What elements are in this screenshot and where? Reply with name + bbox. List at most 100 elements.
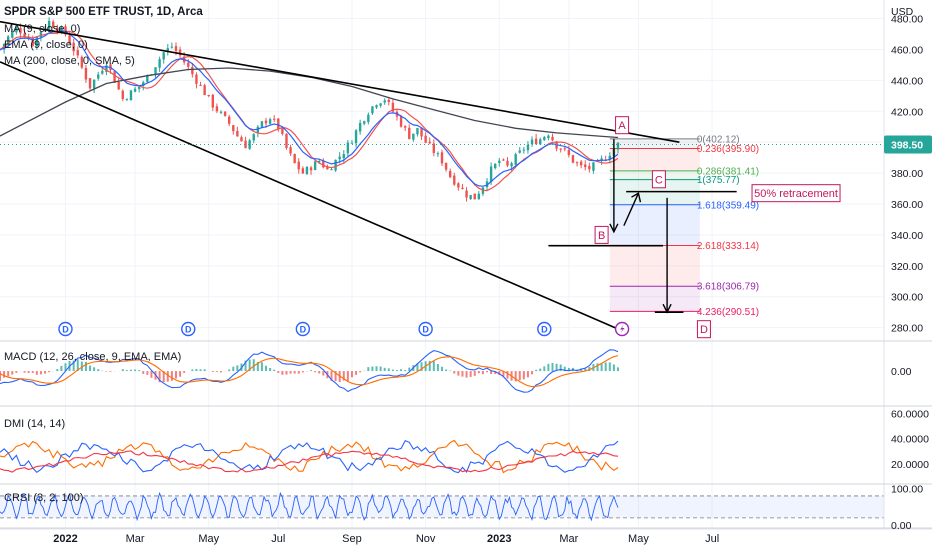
trendline[interactable] [0, 22, 679, 143]
wave-label: C [655, 174, 663, 186]
candle-body [338, 157, 340, 160]
macd-histogram-bar [220, 371, 222, 372]
macd-histogram-bar [453, 371, 455, 373]
candle-body [285, 134, 287, 148]
macd-histogram-bar [195, 369, 197, 371]
fib-level-label: 1.618(359.49) [697, 200, 759, 211]
ma-legend[interactable]: MA (9, close, 0) [4, 23, 80, 35]
candle-body [265, 121, 267, 124]
macd-histogram-bar [519, 371, 521, 380]
macd-histogram-bar [347, 371, 349, 381]
candle-body [355, 130, 357, 143]
candle-body [457, 183, 459, 187]
candle-body [429, 142, 431, 143]
candle-body [523, 150, 525, 151]
candle-body [117, 82, 119, 89]
candle-body [330, 169, 332, 170]
candle-body [379, 103, 381, 105]
time-tick-label: Sep [342, 533, 362, 545]
candle-body [519, 150, 521, 152]
macd-histogram-bar [543, 366, 545, 371]
macd-histogram-bar [547, 364, 549, 371]
fib-zone [610, 149, 700, 171]
dmi-tick-label: 60.0000 [891, 408, 929, 420]
candle-body [158, 59, 160, 68]
crsi-legend[interactable]: CRSI (3, 2, 100) [4, 492, 83, 504]
macd-histogram-bar [400, 369, 402, 371]
time-tick-label: Jul [705, 533, 719, 545]
macd-histogram-bar [56, 369, 58, 371]
macd-histogram-bar [298, 371, 300, 374]
macd-histogram-bar [351, 371, 353, 377]
candle-body [453, 176, 455, 185]
time-tick-label: 2022 [53, 533, 77, 545]
candle-body [384, 100, 386, 102]
crsi-tick-label: 100.00 [891, 484, 923, 496]
candle-body [334, 160, 336, 171]
candle-body [97, 75, 99, 79]
fib-zone [610, 286, 700, 311]
candle-body [343, 154, 345, 158]
candle-body [408, 128, 410, 139]
macd-histogram-bar [167, 371, 169, 382]
ma200-legend[interactable]: MA (200, close, 0, SMA, 5) [4, 55, 135, 67]
macd-histogram-bar [371, 367, 373, 372]
macd-histogram-bar [613, 364, 615, 371]
fib-level-label: 2.618(333.14) [697, 241, 759, 252]
macd-histogram-bar [388, 368, 390, 371]
price-tick-label: 440.00 [891, 75, 923, 87]
candle-body [535, 139, 537, 144]
candle-body [216, 106, 218, 111]
macd-histogram-bar [142, 371, 144, 374]
candle-body [576, 162, 578, 163]
candle-body [514, 154, 516, 165]
macd-histogram-bar [376, 366, 378, 371]
crsi-tick-label: 0.00 [891, 520, 912, 532]
macd-histogram-bar [228, 369, 230, 371]
macd-histogram-bar [285, 371, 287, 374]
candle-body [441, 152, 443, 163]
macd-histogram-bar [531, 371, 533, 374]
candle-body [474, 194, 476, 200]
macd-histogram-bar [175, 371, 177, 378]
ema-legend[interactable]: EMA (9, close, 0) [4, 39, 88, 51]
candle-body [568, 150, 570, 155]
macd-histogram-bar [60, 366, 62, 371]
candle-body [220, 112, 222, 113]
candle-body [502, 159, 504, 160]
macd-histogram-bar [0, 371, 1, 381]
candle-body [498, 161, 500, 163]
dividend-marker-letter: D [422, 325, 429, 335]
candle-body [224, 112, 226, 116]
candle-body [584, 164, 586, 167]
time-tick-label: Mar [559, 533, 578, 545]
wave-label: D [700, 324, 708, 336]
symbol-title[interactable]: SPDR S&P 500 ETF TRUST, 1D, Arca [4, 6, 203, 18]
macd-legend[interactable]: MACD (12, 26, close, 9, EMA, EMA) [4, 351, 181, 363]
candle-body [445, 163, 447, 170]
candle-body [203, 85, 205, 95]
price-tick-label: 320.00 [891, 261, 923, 273]
candle-body [281, 128, 283, 134]
trendline[interactable] [0, 62, 622, 331]
candle-body [388, 100, 390, 102]
time-tick-label: May [198, 533, 219, 545]
candle-body [146, 76, 148, 82]
dmi-legend[interactable]: DMI (14, 14) [4, 418, 65, 430]
macd-histogram-bar [302, 371, 304, 372]
currency-label[interactable]: USD [891, 6, 913, 18]
macd-histogram-bar [523, 371, 525, 379]
macd-histogram-bar [384, 368, 386, 371]
macd-histogram-bar [32, 371, 34, 373]
fib-level-label: 3.618(306.79) [697, 282, 759, 293]
macd-histogram-bar [441, 367, 443, 371]
macd-histogram-bar [236, 365, 238, 371]
candle-body [359, 123, 361, 132]
macd-histogram-bar [261, 362, 263, 371]
macd-histogram-bar [506, 371, 508, 379]
candle-body [171, 47, 173, 48]
macd-histogram-bar [28, 371, 30, 373]
fib-level-label: 0.236(395.90) [697, 144, 759, 155]
